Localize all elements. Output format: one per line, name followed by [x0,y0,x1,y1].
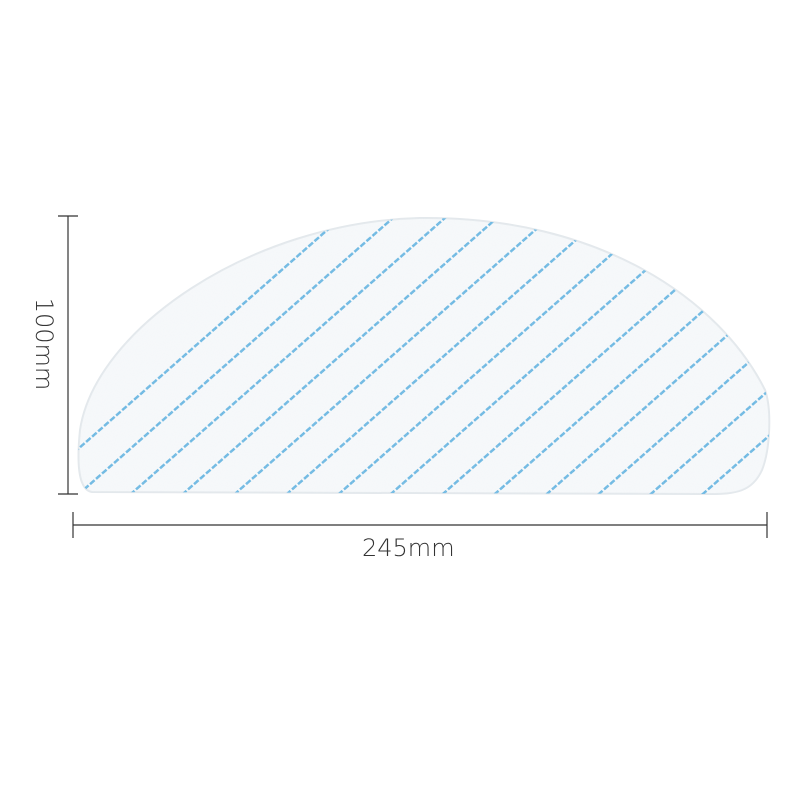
width-dimension-line [72,512,768,538]
height-dimension-line [58,215,78,495]
height-label: 100mm [30,297,58,391]
mop-pad [77,216,771,496]
width-label: 245mm [362,534,455,562]
